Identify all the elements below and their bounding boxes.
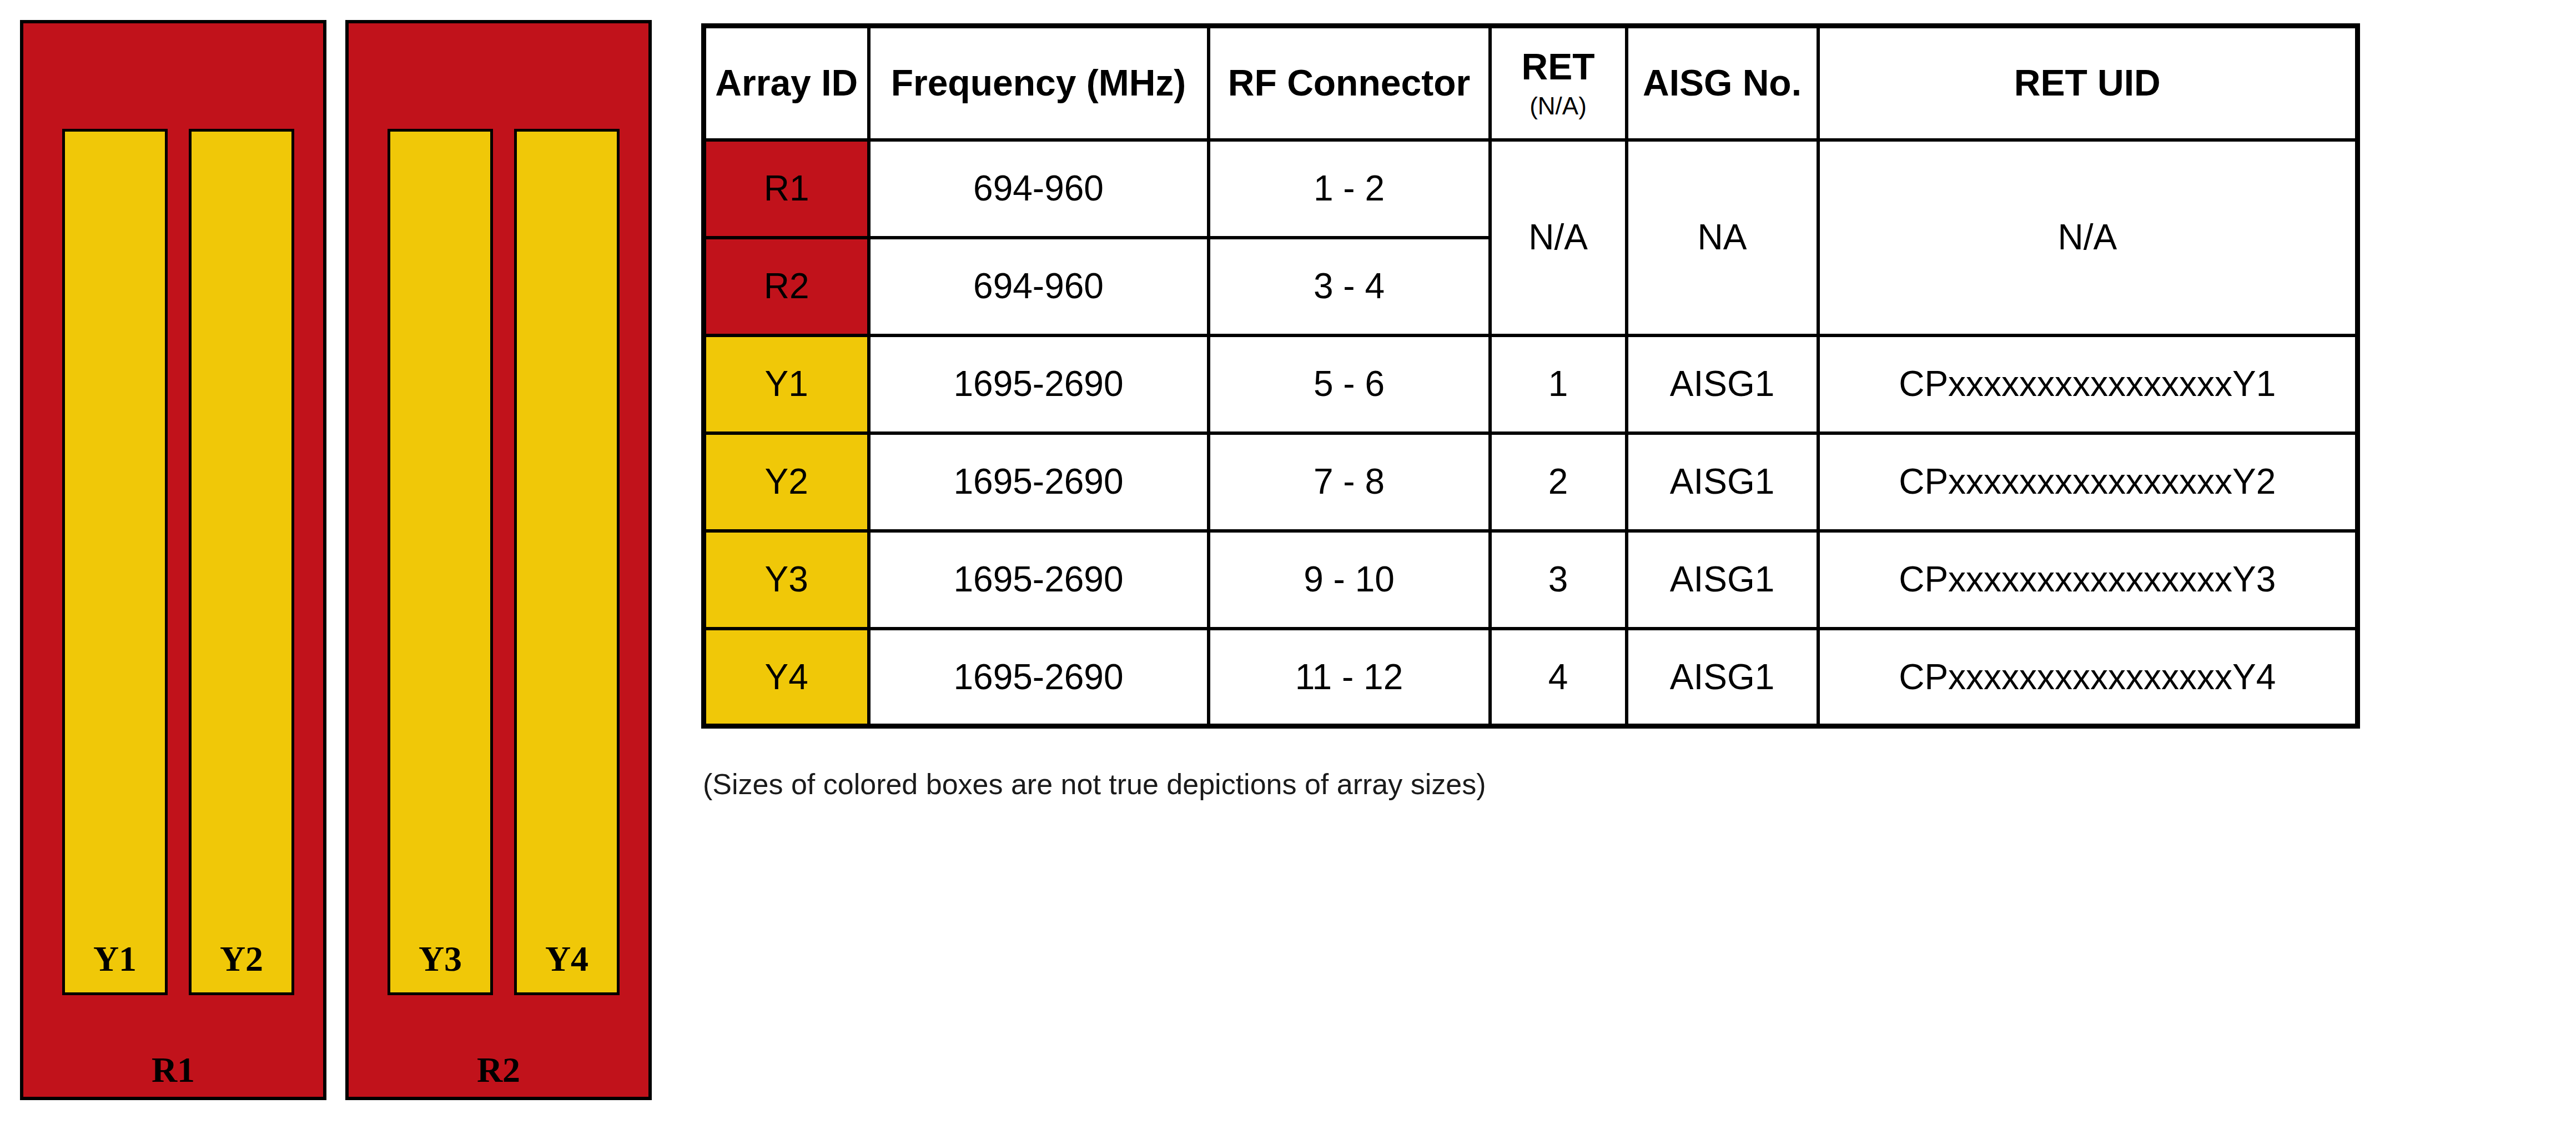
array-id-cell: R2 (704, 238, 869, 335)
rf-connector-cell: 11 - 12 (1209, 629, 1490, 726)
array-panel-r2-label: R2 (349, 1052, 648, 1088)
ret-uid-cell: CPxxxxxxxxxxxxxxxxY3 (1818, 531, 2358, 629)
ret-cell: 4 (1490, 629, 1627, 726)
header-array-id: Array ID (704, 26, 869, 140)
header-aisg-no: AISG No. (1627, 26, 1818, 140)
header-ret-title: RET (1522, 46, 1595, 87)
rf-connector-cell: 1 - 2 (1209, 140, 1490, 238)
header-frequency: Frequency (MHz) (869, 26, 1209, 140)
rf-connector-cell: 7 - 8 (1209, 433, 1490, 531)
ret-cell: 1 (1490, 335, 1627, 433)
frequency-cell: 694-960 (869, 238, 1209, 335)
array-panel-r1: Y1 Y2 R1 (20, 20, 326, 1100)
array-panel-r2: Y3 Y4 R2 (345, 20, 652, 1100)
table-row-r1: R1 694-960 1 - 2 N/A NA N/A (704, 140, 2358, 238)
array-id-cell: R1 (704, 140, 869, 238)
ret-cell: 2 (1490, 433, 1627, 531)
frequency-cell: 694-960 (869, 140, 1209, 238)
header-ret-subnote: (N/A) (1497, 92, 1619, 121)
array-bar-y4: Y4 (514, 129, 620, 995)
ret-uid-cell: CPxxxxxxxxxxxxxxxxY2 (1818, 433, 2358, 531)
aisg-cell: AISG1 (1627, 335, 1818, 433)
frequency-cell: 1695-2690 (869, 531, 1209, 629)
ret-cell: 3 (1490, 531, 1627, 629)
ret-uid-cell: CPxxxxxxxxxxxxxxxxY4 (1818, 629, 2358, 726)
frequency-cell: 1695-2690 (869, 335, 1209, 433)
header-ret-uid: RET UID (1818, 26, 2358, 140)
table-row-y1: Y1 1695-2690 5 - 6 1 AISG1 CPxxxxxxxxxxx… (704, 335, 2358, 433)
aisg-cell: AISG1 (1627, 629, 1818, 726)
table-row-y4: Y4 1695-2690 11 - 12 4 AISG1 CPxxxxxxxxx… (704, 629, 2358, 726)
header-rf-connector: RF Connector (1209, 26, 1490, 140)
aisg-cell: AISG1 (1627, 433, 1818, 531)
frequency-cell: 1695-2690 (869, 629, 1209, 726)
ret-merged-cell: N/A (1490, 140, 1627, 335)
array-bar-y1: Y1 (62, 129, 168, 995)
array-id-cell: Y3 (704, 531, 869, 629)
ret-uid-merged-cell: N/A (1818, 140, 2358, 335)
ret-uid-cell: CPxxxxxxxxxxxxxxxxY1 (1818, 335, 2358, 433)
table-header-row: Array ID Frequency (MHz) RF Connector RE… (704, 26, 2358, 140)
array-bar-y1-label: Y1 (65, 941, 165, 977)
size-disclaimer-note: (Sizes of colored boxes are not true dep… (703, 767, 1486, 801)
array-bar-y2-label: Y2 (192, 941, 291, 977)
table-row-y3: Y3 1695-2690 9 - 10 3 AISG1 CPxxxxxxxxxx… (704, 531, 2358, 629)
aisg-merged-cell: NA (1627, 140, 1818, 335)
array-id-cell: Y1 (704, 335, 869, 433)
rf-connector-cell: 3 - 4 (1209, 238, 1490, 335)
rf-connector-cell: 9 - 10 (1209, 531, 1490, 629)
header-ret: RET (N/A) (1490, 26, 1627, 140)
array-panel-r1-label: R1 (23, 1052, 323, 1088)
table-row-y2: Y2 1695-2690 7 - 8 2 AISG1 CPxxxxxxxxxxx… (704, 433, 2358, 531)
array-id-cell: Y4 (704, 629, 869, 726)
array-bar-y3: Y3 (388, 129, 493, 995)
aisg-cell: AISG1 (1627, 531, 1818, 629)
frequency-cell: 1695-2690 (869, 433, 1209, 531)
array-bar-y2: Y2 (189, 129, 294, 995)
array-spec-table: Array ID Frequency (MHz) RF Connector RE… (701, 23, 2360, 729)
rf-connector-cell: 5 - 6 (1209, 335, 1490, 433)
array-id-cell: Y2 (704, 433, 869, 531)
array-bar-y4-label: Y4 (517, 941, 617, 977)
array-bar-y3-label: Y3 (390, 941, 490, 977)
